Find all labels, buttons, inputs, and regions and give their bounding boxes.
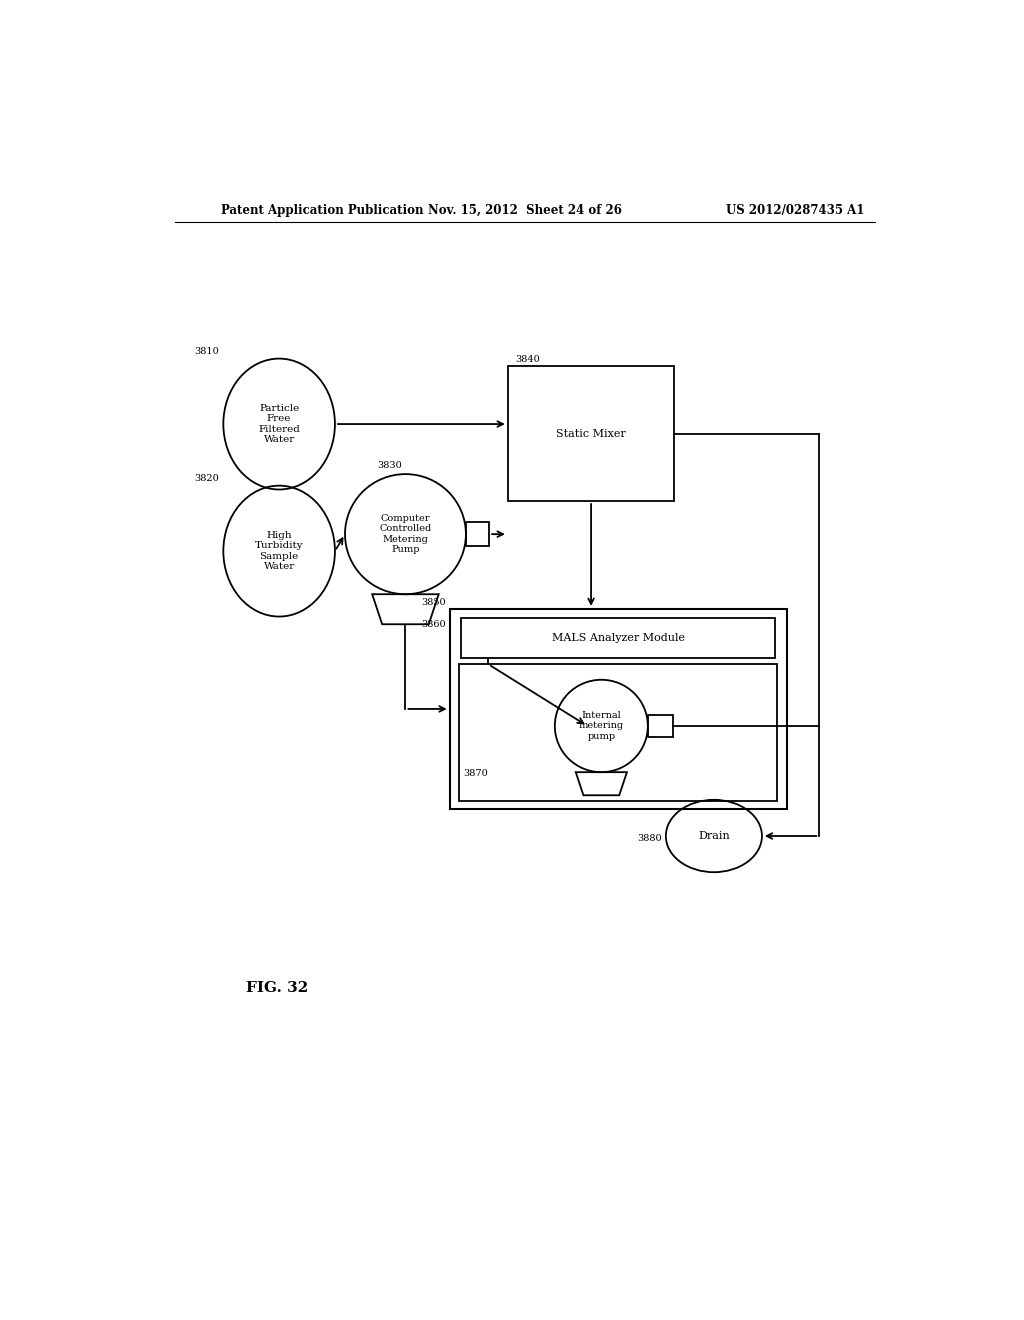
Bar <box>648 715 673 737</box>
Bar <box>466 521 489 546</box>
Text: Particle
Free
Filtered
Water: Particle Free Filtered Water <box>258 404 300 444</box>
Text: 3860: 3860 <box>421 620 445 628</box>
Text: High
Turbidity
Sample
Water: High Turbidity Sample Water <box>255 531 303 572</box>
Text: Nov. 15, 2012  Sheet 24 of 26: Nov. 15, 2012 Sheet 24 of 26 <box>428 205 622 218</box>
Text: US 2012/0287435 A1: US 2012/0287435 A1 <box>726 205 864 218</box>
Text: 3880: 3880 <box>637 834 662 842</box>
Text: 3870: 3870 <box>463 770 487 779</box>
Text: Static Mixer: Static Mixer <box>556 429 626 438</box>
Text: 3820: 3820 <box>195 474 219 483</box>
Text: 3840: 3840 <box>515 355 541 364</box>
Text: 3850: 3850 <box>421 598 445 607</box>
Text: 3810: 3810 <box>195 347 219 356</box>
Bar <box>508 367 675 502</box>
Text: FIG. 32: FIG. 32 <box>246 982 308 995</box>
Text: 3830: 3830 <box>377 461 401 470</box>
Text: Drain: Drain <box>698 832 730 841</box>
Bar <box>461 618 775 659</box>
Text: Patent Application Publication: Patent Application Publication <box>221 205 424 218</box>
Bar <box>450 609 786 809</box>
Text: Computer
Controlled
Metering
Pump: Computer Controlled Metering Pump <box>379 513 431 554</box>
Text: MALS Analyzer Module: MALS Analyzer Module <box>552 634 685 643</box>
Text: Internal
metering
pump: Internal metering pump <box>579 711 624 741</box>
Bar <box>459 664 777 801</box>
